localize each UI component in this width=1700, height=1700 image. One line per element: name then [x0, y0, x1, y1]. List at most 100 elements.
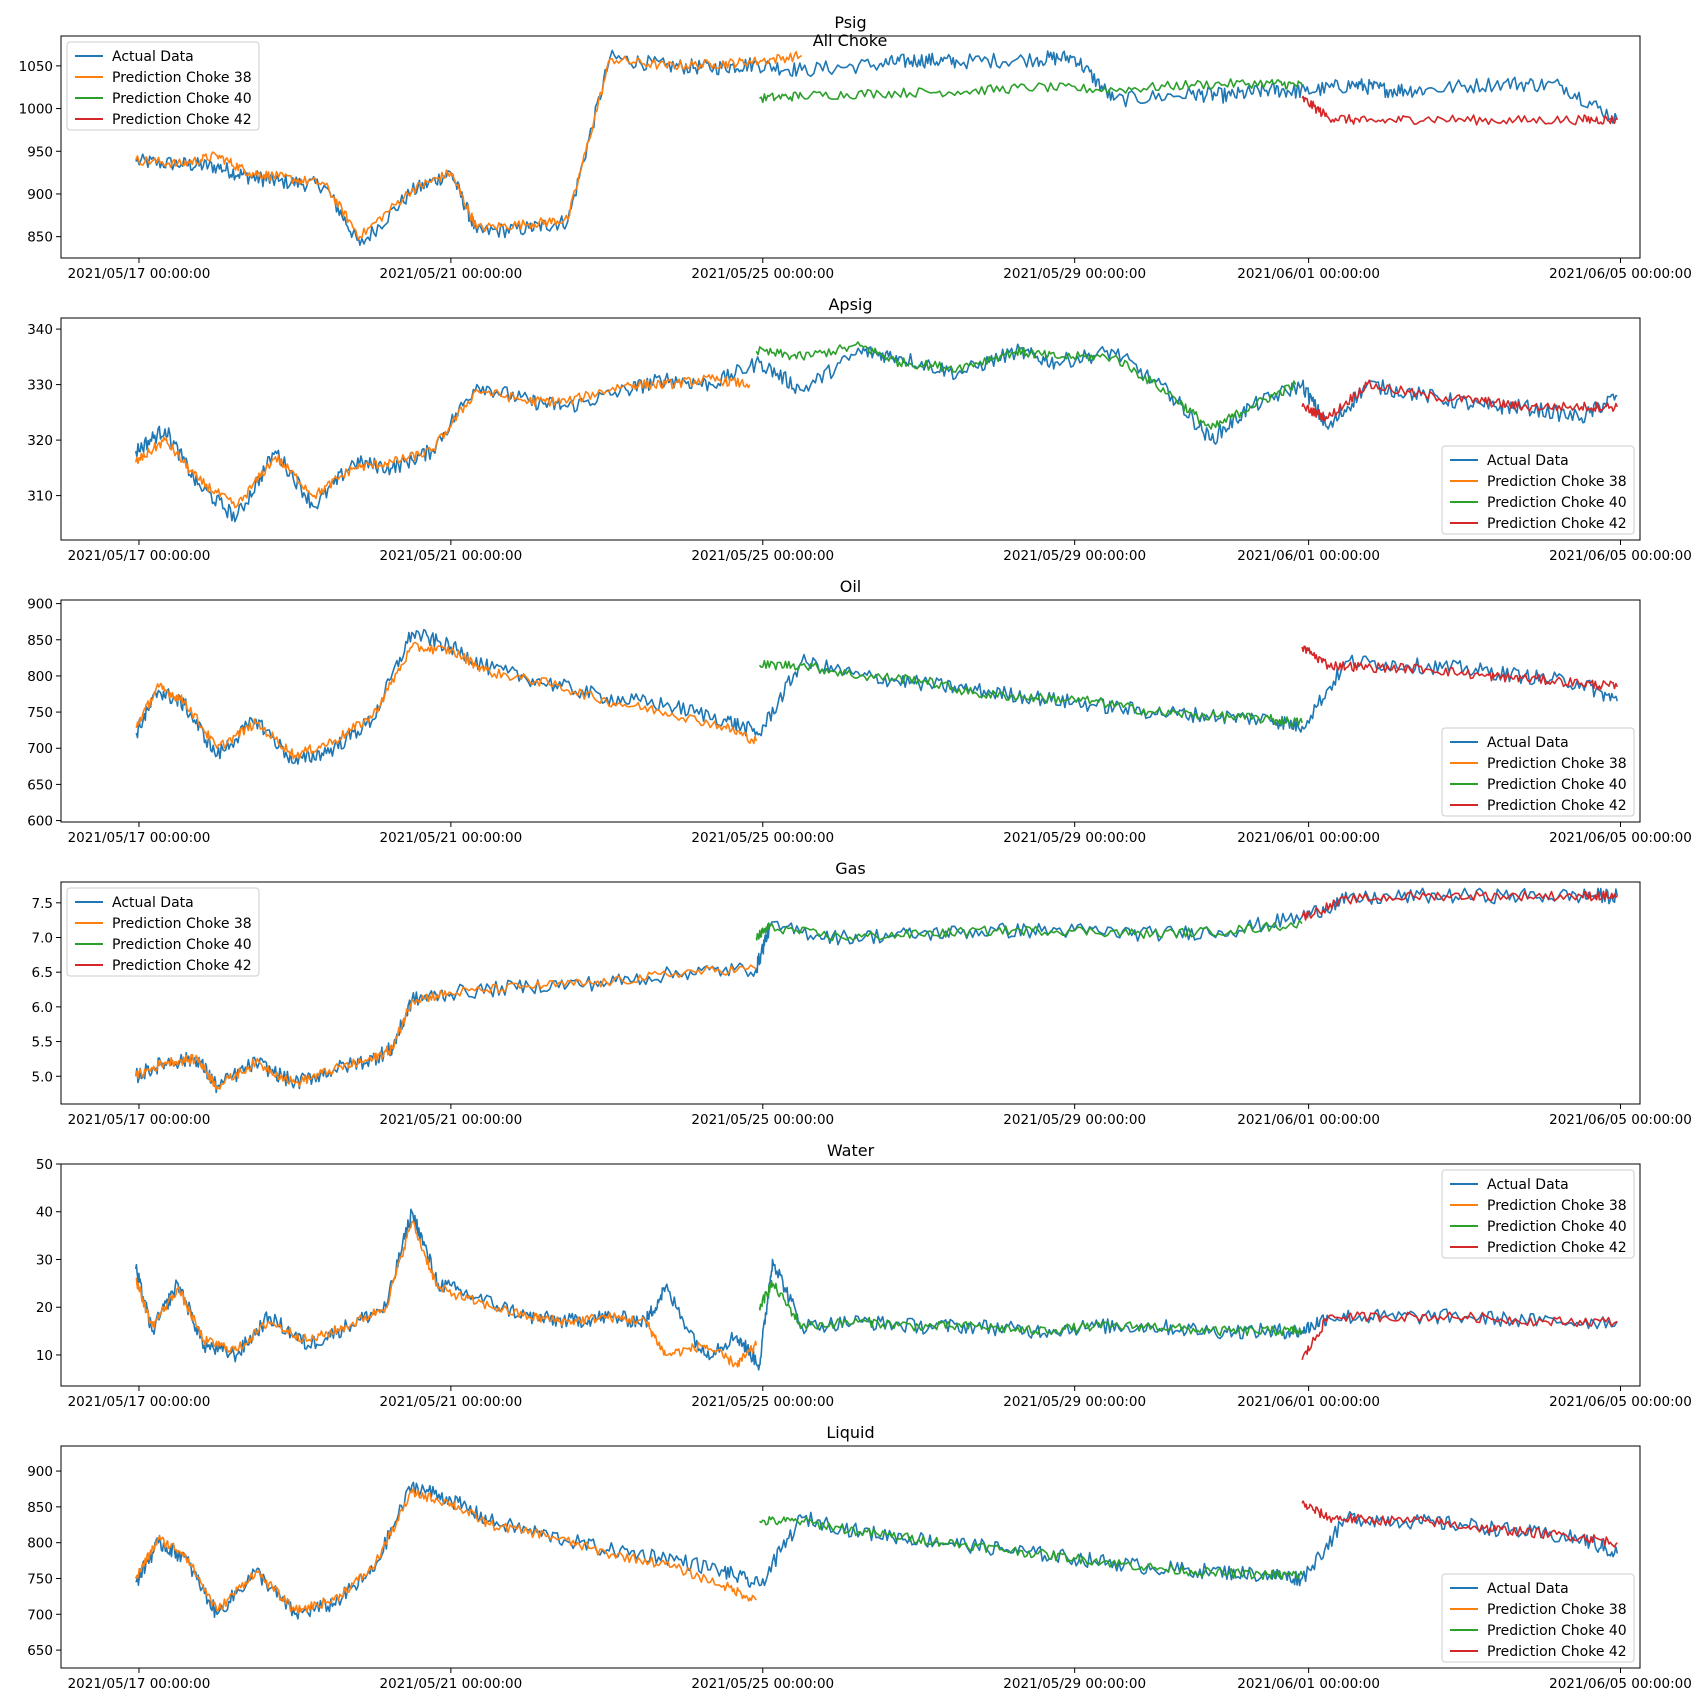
figure-suptitle: All Choke	[813, 31, 888, 50]
legend-label: Prediction Choke 38	[1487, 474, 1627, 490]
axes-frame	[60, 1163, 1641, 1387]
series-line-prediction-choke-42	[1301, 95, 1618, 126]
series-line-prediction-choke-38	[134, 1487, 757, 1615]
y-tick-label: 30	[36, 1252, 53, 1268]
series-line-prediction-choke-40	[758, 659, 1303, 728]
legend-box	[1441, 1169, 1635, 1259]
y-tick-label: 6.5	[32, 965, 53, 981]
series-line-prediction-choke-38	[134, 964, 757, 1090]
subplot-title: Apsig	[828, 295, 872, 314]
legend-box	[66, 887, 260, 977]
legend-label: Prediction Choke 38	[1487, 756, 1627, 772]
y-tick-label: 700	[27, 1607, 53, 1623]
x-tick-label: 2021/05/21 00:00:00	[380, 1394, 523, 1410]
x-tick-label: 2021/05/25 00:00:00	[691, 830, 834, 846]
y-tick-label: 800	[27, 1536, 53, 1552]
x-tick-label: 2021/05/21 00:00:00	[380, 830, 523, 846]
x-tick-label: 2021/06/05 00:00:00	[1549, 1676, 1692, 1692]
subplot-gas: Gas 5.0 5.5 6.0 6.5 7.0 7.5 2021/05/17 00:00:00…	[32, 859, 1692, 1128]
legend-label: Prediction Choke 42	[1487, 1644, 1627, 1660]
x-tick-label: 2021/05/25 00:00:00	[691, 266, 834, 282]
subplot-title: Oil	[840, 577, 861, 596]
y-tick-label: 10	[36, 1348, 53, 1364]
x-tick-label: 2021/05/25 00:00:00	[691, 1394, 834, 1410]
x-tick-label: 2021/05/17 00:00:00	[68, 1112, 211, 1128]
x-tick-label: 2021/05/29 00:00:00	[1003, 548, 1146, 564]
x-tick-label: 2021/05/21 00:00:00	[380, 1676, 523, 1692]
legend-box	[1441, 727, 1635, 817]
legend-label: Prediction Choke 42	[112, 112, 252, 128]
x-tick-label: 2021/05/29 00:00:00	[1003, 266, 1146, 282]
x-tick-label: 2021/05/17 00:00:00	[68, 1394, 211, 1410]
series-group	[135, 628, 1619, 765]
y-tick-label: 20	[36, 1300, 53, 1316]
legend: Actual Data Prediction Choke 38 Prediction…	[66, 41, 260, 131]
y-tick-label: 900	[27, 597, 53, 613]
subplot-liquid: Liquid 650 700 750 800 850 900 2021/05/17 00:00…	[27, 1423, 1692, 1692]
x-tick-label: 2021/05/17 00:00:00	[68, 548, 211, 564]
legend-label: Prediction Choke 42	[1487, 1240, 1627, 1256]
series-line-prediction-choke-38	[134, 373, 751, 509]
subplot-psig: Psig 850 900 950 1000 1050 2021/05/17 00:00:00…	[19, 13, 1692, 282]
series-group	[134, 1208, 1618, 1371]
legend: Actual Data Prediction Choke 38 Prediction…	[1441, 445, 1635, 535]
y-tick-label: 750	[27, 705, 53, 721]
subplot-title: Gas	[835, 859, 866, 878]
x-tick-label: 2021/06/01 00:00:00	[1237, 1394, 1380, 1410]
x-tick-label: 2021/05/29 00:00:00	[1003, 1112, 1146, 1128]
legend-label: Prediction Choke 40	[112, 937, 252, 953]
series-line-prediction-choke-38	[135, 641, 758, 760]
x-tick-label: 2021/06/05 00:00:00	[1549, 1394, 1692, 1410]
y-tick-label: 5.0	[32, 1069, 53, 1085]
series-line-actual-data	[135, 628, 1619, 765]
y-tick-label: 1000	[19, 102, 53, 118]
x-tick-label: 2021/06/05 00:00:00	[1549, 548, 1692, 564]
series-group	[134, 49, 1619, 246]
x-tick-label: 2021/06/05 00:00:00	[1549, 830, 1692, 846]
legend-label: Prediction Choke 38	[1487, 1602, 1627, 1618]
x-tick-label: 2021/06/01 00:00:00	[1237, 1676, 1380, 1692]
y-tick-label: 6.0	[32, 1000, 53, 1016]
legend-label: Prediction Choke 40	[1487, 1219, 1627, 1235]
y-tick-label: 900	[27, 1464, 53, 1480]
subplot-apsig: Apsig 310 320 330 340 2021/05/17 00:00:00 2021…	[27, 295, 1692, 564]
series-line-prediction-choke-42	[1301, 1500, 1618, 1548]
legend: Actual Data Prediction Choke 38 Prediction…	[66, 887, 260, 977]
subplot-title: Psig	[834, 13, 866, 32]
series-line-prediction-choke-42	[1301, 645, 1619, 691]
y-tick-label: 320	[27, 433, 53, 449]
x-tick-label: 2021/05/21 00:00:00	[380, 266, 523, 282]
y-tick-label: 650	[27, 777, 53, 793]
legend-label: Prediction Choke 38	[1487, 1198, 1627, 1214]
series-line-prediction-choke-38	[134, 50, 803, 240]
x-tick-label: 2021/05/25 00:00:00	[691, 548, 834, 564]
series-line-prediction-choke-40	[759, 78, 1303, 104]
axes-frame	[60, 599, 1641, 823]
axes-frame	[60, 1445, 1641, 1669]
y-tick-label: 310	[27, 489, 53, 505]
legend-box	[1441, 445, 1635, 535]
legend-label: Actual Data	[1487, 735, 1569, 751]
series-line-prediction-choke-40	[759, 1516, 1303, 1581]
x-tick-label: 2021/05/17 00:00:00	[68, 1676, 211, 1692]
y-tick-label: 650	[27, 1643, 53, 1659]
series-group	[134, 1481, 1619, 1620]
x-tick-label: 2021/05/29 00:00:00	[1003, 1394, 1146, 1410]
legend-label: Prediction Choke 40	[1487, 1623, 1627, 1639]
y-tick-label: 850	[27, 1500, 53, 1516]
legend-box	[66, 41, 260, 131]
legend-label: Actual Data	[1487, 453, 1569, 469]
axes-frame	[60, 35, 1641, 259]
subplot-water: Water 10 20 30 40 50 2021/05/17 00:00:00 2021/0…	[36, 1141, 1692, 1410]
y-tick-label: 900	[27, 187, 53, 203]
y-tick-label: 5.5	[32, 1035, 53, 1051]
x-tick-label: 2021/05/21 00:00:00	[380, 1112, 523, 1128]
series-line-actual-data	[135, 49, 1619, 246]
axes-frame	[60, 317, 1641, 541]
legend-label: Actual Data	[1487, 1177, 1569, 1193]
legend: Actual Data Prediction Choke 38 Prediction…	[1441, 727, 1635, 817]
legend-label: Actual Data	[112, 895, 194, 911]
legend-label: Prediction Choke 42	[1487, 516, 1627, 532]
y-tick-label: 7.5	[32, 896, 53, 912]
